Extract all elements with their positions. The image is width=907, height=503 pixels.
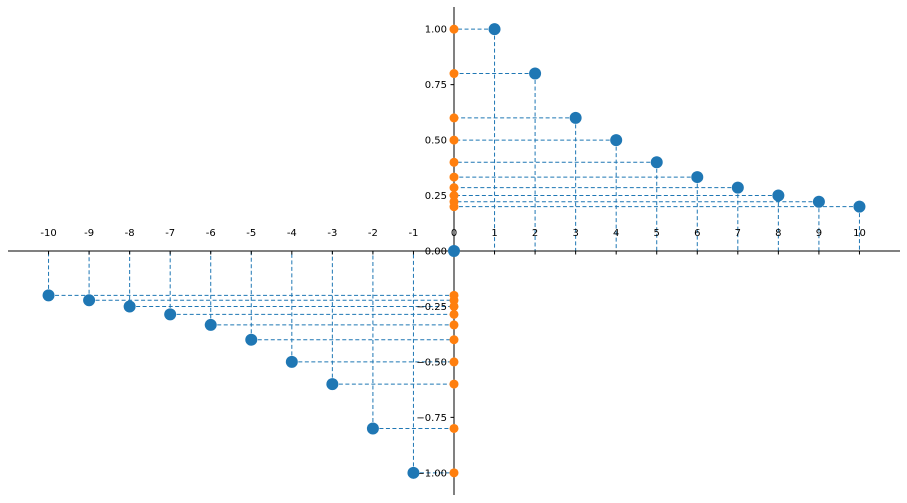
projection-point <box>449 191 459 201</box>
x-tick-label: 3 <box>572 228 578 239</box>
data-point <box>245 333 258 346</box>
projection-point <box>449 468 459 478</box>
projection-point <box>449 69 459 79</box>
x-tick-label: 8 <box>775 228 781 239</box>
data-point <box>407 466 420 479</box>
x-tick-label: -7 <box>165 228 175 239</box>
y-tick-label: −0.25 <box>416 302 447 313</box>
y-tick-label: −0.75 <box>416 413 447 424</box>
projection-point <box>449 135 459 145</box>
projection-point <box>449 183 459 193</box>
projection-point <box>449 295 459 305</box>
data-point <box>853 200 866 213</box>
y-tick-label: 0.00 <box>425 247 447 258</box>
data-point <box>448 245 460 257</box>
x-tick-label: -4 <box>287 228 297 239</box>
y-tick-label: 0.25 <box>425 191 447 202</box>
data-point <box>569 111 582 124</box>
x-tick-label: -9 <box>84 228 94 239</box>
y-tick-label: −0.50 <box>416 357 447 368</box>
x-tick-label: -5 <box>246 228 256 239</box>
x-tick-label: -10 <box>40 228 56 239</box>
data-point <box>650 156 663 169</box>
data-point <box>164 308 177 321</box>
projection-point <box>449 379 459 389</box>
data-point <box>204 318 217 331</box>
data-point <box>488 23 501 36</box>
projection-point <box>449 301 459 311</box>
projection-point <box>449 24 459 34</box>
projection-point <box>449 335 459 345</box>
x-tick-label: 6 <box>694 228 700 239</box>
data-point <box>326 378 339 391</box>
y-tick-label: 0.50 <box>425 136 447 147</box>
data-point <box>42 289 55 302</box>
projection-point <box>449 320 459 330</box>
x-tick-label: 9 <box>816 228 822 239</box>
projection-point <box>449 309 459 319</box>
y-tick-label: 1.00 <box>425 25 447 36</box>
x-tick-label: -6 <box>206 228 216 239</box>
data-point <box>772 189 785 202</box>
tick-labels: -10 -9 -8 -7 -6 -5 -4 -3 -2 -1 0 1 2 3 4 5 6 7 8 9 10−1.00−0… <box>40 25 865 480</box>
y-tick-label: 0.75 <box>425 80 447 91</box>
data-point <box>83 294 96 307</box>
x-tick-label: 4 <box>613 228 619 239</box>
y-tick-label: −1.00 <box>416 468 447 479</box>
x-tick-label: 0 <box>451 228 457 239</box>
data-point <box>812 195 825 208</box>
projection-point <box>449 172 459 182</box>
x-tick-label: 1 <box>491 228 497 239</box>
x-tick-label: 2 <box>532 228 538 239</box>
x-tick-label: 7 <box>735 228 741 239</box>
data-points <box>42 23 866 479</box>
projection-point <box>449 113 459 123</box>
projection-point <box>449 357 459 367</box>
x-tick-label: -2 <box>368 228 378 239</box>
guide-lines <box>48 28 860 474</box>
x-tick-label: 5 <box>654 228 660 239</box>
projection-point <box>449 202 459 212</box>
data-point <box>691 171 704 184</box>
projection-point <box>449 423 459 433</box>
data-point <box>123 300 136 313</box>
projection-point <box>449 157 459 167</box>
x-tick-label: -3 <box>327 228 337 239</box>
data-point <box>285 355 298 368</box>
x-tick-label: -1 <box>408 228 418 239</box>
data-point <box>366 422 379 435</box>
data-point <box>610 134 623 147</box>
x-tick-label: -8 <box>125 228 135 239</box>
data-point <box>731 181 744 194</box>
data-point <box>529 67 542 80</box>
x-tick-label: 10 <box>853 228 866 239</box>
